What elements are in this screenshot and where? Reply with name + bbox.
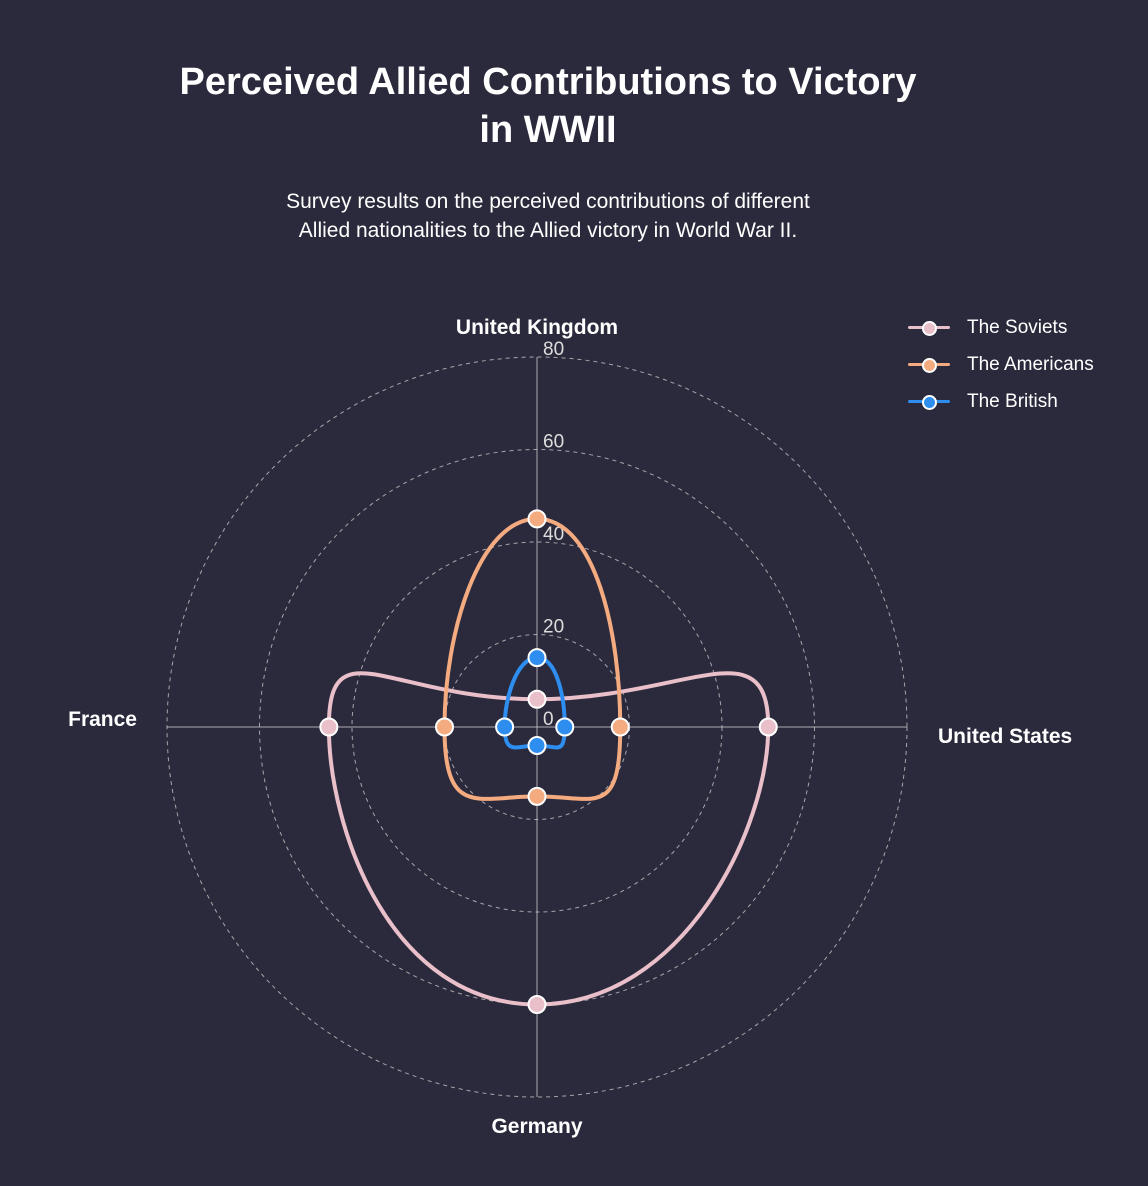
series-the-british xyxy=(495,648,575,755)
axis-label-france: France xyxy=(68,708,137,731)
axis-label-united-kingdom: United Kingdom xyxy=(456,316,618,339)
data-point-the-british-germany[interactable] xyxy=(527,736,547,755)
legend-label-the-british: The British xyxy=(967,390,1058,412)
chart-legend: The Soviets The Americans The British xyxy=(906,309,1094,420)
tick-label-0: 0 xyxy=(543,709,554,730)
data-point-the-soviets-united-kingdom[interactable] xyxy=(527,689,547,709)
data-point-the-british-france[interactable] xyxy=(495,717,515,737)
radar-tick-labels: 0 20 40 60 80 xyxy=(543,339,564,730)
radar-axes xyxy=(167,357,907,1097)
tick-label-20: 20 xyxy=(543,617,564,638)
chart-title-text: Perceived Allied Contributions to Victor… xyxy=(179,61,917,151)
legend-label-the-americans: The Americans xyxy=(967,353,1094,375)
legend-swatch-marker xyxy=(922,357,937,373)
chart-subtitle-line-2: Allied nationalities to the Allied victo… xyxy=(298,219,798,242)
radar-series xyxy=(319,509,778,1014)
legend-swatch-marker xyxy=(922,320,937,336)
axis-label-united-states: United States xyxy=(938,725,1072,748)
chart-title: Perceived Allied Contributions to Victor… xyxy=(0,58,1096,154)
series-the-soviets xyxy=(319,671,778,1014)
legend-label-the-soviets: The Soviets xyxy=(967,316,1068,338)
legend-item-the-british[interactable]: The British xyxy=(906,383,1094,420)
data-point-the-soviets-united-states[interactable] xyxy=(758,717,778,737)
legend-swatch-the-soviets xyxy=(906,315,952,341)
data-point-the-soviets-germany[interactable] xyxy=(527,995,547,1014)
legend-swatch-the-british xyxy=(906,389,952,415)
data-point-the-british-united-kingdom[interactable] xyxy=(527,648,547,668)
data-point-the-british-united-states[interactable] xyxy=(555,717,575,737)
chart-subtitle-line-1: Survey results on the perceived contribu… xyxy=(286,190,810,213)
data-point-the-americans-united-states[interactable] xyxy=(610,717,630,737)
legend-swatch-marker xyxy=(922,394,937,410)
tick-label-40: 40 xyxy=(543,524,564,545)
axis-label-germany: Germany xyxy=(491,1115,582,1138)
radar-axis-labels: United Kingdom United States Germany France xyxy=(68,316,1072,1138)
data-point-the-americans-france[interactable] xyxy=(435,717,454,737)
series-the-americans xyxy=(435,509,630,806)
tick-label-60: 60 xyxy=(543,432,564,453)
data-point-the-americans-germany[interactable] xyxy=(527,786,547,806)
chart-subtitle: Survey results on the perceived contribu… xyxy=(0,187,1096,245)
data-point-the-americans-united-kingdom[interactable] xyxy=(527,509,547,529)
data-point-the-soviets-france[interactable] xyxy=(319,717,339,737)
legend-swatch-the-americans xyxy=(906,352,952,378)
legend-item-the-soviets[interactable]: The Soviets xyxy=(906,309,1094,346)
tick-label-80: 80 xyxy=(543,339,564,360)
legend-item-the-americans[interactable]: The Americans xyxy=(906,346,1094,383)
